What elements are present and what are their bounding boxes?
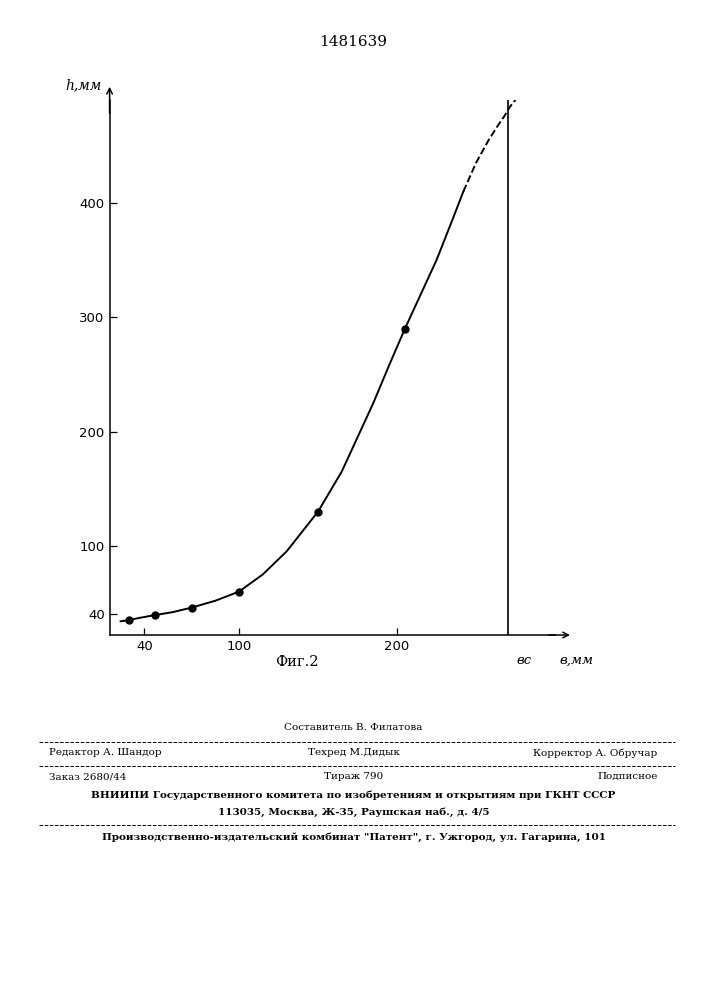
Text: вс: вс <box>517 654 532 667</box>
Text: Подписное: Подписное <box>597 772 658 781</box>
Text: 113035, Москва, Ж-35, Раушская наб., д. 4/5: 113035, Москва, Ж-35, Раушская наб., д. … <box>218 807 489 817</box>
Text: 1481639: 1481639 <box>320 35 387 49</box>
Text: Производственно-издательский комбинат "Патент", г. Ужгород, ул. Гагарина, 101: Производственно-издательский комбинат "П… <box>102 832 605 842</box>
Text: Тираж 790: Тираж 790 <box>324 772 383 781</box>
Text: Составитель В. Филатова: Составитель В. Филатова <box>284 723 423 732</box>
Text: Фиг.2: Фиг.2 <box>275 655 319 669</box>
Text: Заказ 2680/44: Заказ 2680/44 <box>49 772 127 781</box>
Text: Техред М.Дидык: Техред М.Дидык <box>308 748 399 757</box>
Text: ВНИИПИ Государственного комитета по изобретениям и открытиям при ГКНТ СССР: ВНИИПИ Государственного комитета по изоб… <box>91 790 616 800</box>
Text: Редактор А. Шандор: Редактор А. Шандор <box>49 748 162 757</box>
Text: в,мм: в,мм <box>559 654 593 667</box>
Text: h,мм: h,мм <box>65 78 101 92</box>
Text: Корректор А. Обручар: Корректор А. Обручар <box>533 748 658 758</box>
